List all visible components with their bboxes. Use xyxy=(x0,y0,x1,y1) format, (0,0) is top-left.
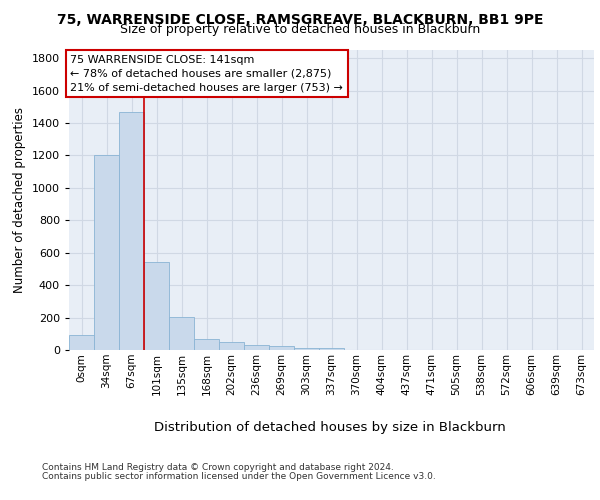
Bar xyxy=(219,342,244,350)
Bar xyxy=(269,346,294,350)
Bar xyxy=(94,156,119,350)
Bar xyxy=(194,340,219,350)
Bar xyxy=(119,112,144,350)
Text: Contains HM Land Registry data © Crown copyright and database right 2024.: Contains HM Land Registry data © Crown c… xyxy=(42,464,394,472)
Y-axis label: Number of detached properties: Number of detached properties xyxy=(13,107,26,293)
Text: 75 WARRENSIDE CLOSE: 141sqm
← 78% of detached houses are smaller (2,875)
21% of : 75 WARRENSIDE CLOSE: 141sqm ← 78% of det… xyxy=(70,55,343,93)
Bar xyxy=(69,336,94,350)
Bar xyxy=(319,348,344,350)
Bar xyxy=(294,348,319,350)
Bar xyxy=(244,345,269,350)
Text: 75, WARRENSIDE CLOSE, RAMSGREAVE, BLACKBURN, BB1 9PE: 75, WARRENSIDE CLOSE, RAMSGREAVE, BLACKB… xyxy=(57,12,543,26)
Text: Size of property relative to detached houses in Blackburn: Size of property relative to detached ho… xyxy=(120,22,480,36)
Text: Distribution of detached houses by size in Blackburn: Distribution of detached houses by size … xyxy=(154,421,506,434)
Text: Contains public sector information licensed under the Open Government Licence v3: Contains public sector information licen… xyxy=(42,472,436,481)
Bar xyxy=(169,317,194,350)
Bar xyxy=(144,262,169,350)
